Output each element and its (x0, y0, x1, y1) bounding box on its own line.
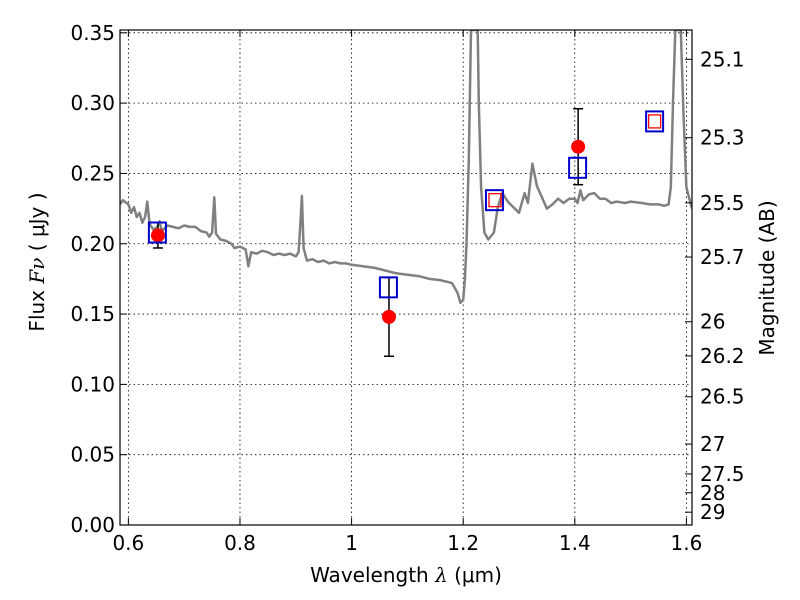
y-axis: 0.00 0.05 0.10 0.15 0.20 0.25 0.30 0.35 (70, 21, 127, 537)
y2-tick-label: 25.5 (700, 191, 745, 215)
observed-point (381, 309, 396, 324)
model-photometry-square (645, 110, 665, 133)
x-tick-label: 0.8 (224, 531, 256, 555)
y2-tick-label: 26.5 (700, 385, 745, 409)
red-square-marker (488, 193, 502, 208)
x-axis: 0.6 0.8 1 1.2 1.4 1.6 (112, 30, 702, 555)
observed-point (150, 228, 165, 243)
x-tick-label: 1.2 (447, 531, 479, 555)
y-tick-label: 0.25 (70, 161, 115, 185)
x-tick-label: 1 (345, 531, 358, 555)
x-tick-label: 1.6 (671, 531, 703, 555)
y-tick-label: 0.15 (70, 302, 115, 326)
y2-tick-label: 25.3 (700, 126, 745, 150)
model-photometry-square (147, 221, 167, 244)
x-axis-label: Wavelength λ (μm) (310, 563, 502, 587)
y-tick-label: 0.10 (70, 372, 115, 396)
y2-tick-label: 28 (700, 481, 725, 505)
model-photometry-square (568, 156, 588, 179)
model-photometry-square (378, 276, 398, 299)
y2-tick-label: 29 (700, 500, 725, 524)
y2-tick-label: 25.7 (700, 245, 745, 269)
y-axis-label: Flux Fν ( μJy ) (25, 192, 49, 331)
x-tick-label: 0.6 (112, 531, 144, 555)
y2-tick-label: 27.5 (700, 462, 745, 486)
y-tick-label: 0.30 (70, 91, 115, 115)
y-tick-label: 0.05 (70, 443, 115, 467)
y2-tick-label: 26 (700, 310, 725, 334)
y-tick-label: 0.20 (70, 232, 115, 256)
model-photometry-square (484, 189, 504, 212)
x-tick-label: 1.4 (559, 531, 591, 555)
plot-area (120, 30, 692, 357)
red-square-marker (647, 114, 662, 129)
y-tick-label: 0.35 (70, 21, 115, 45)
y2-tick-label: 25.1 (700, 47, 745, 71)
observed-point (571, 139, 586, 154)
y-tick-label: 0.00 (70, 513, 115, 537)
y2-axis-label: Magnitude (AB) (755, 200, 779, 355)
grid-lines (120, 30, 692, 526)
y2-tick-label: 27 (700, 432, 725, 456)
y2-tick-label: 26.2 (700, 344, 745, 368)
plot-frame (119, 29, 693, 526)
spectrum-line (120, 30, 692, 305)
